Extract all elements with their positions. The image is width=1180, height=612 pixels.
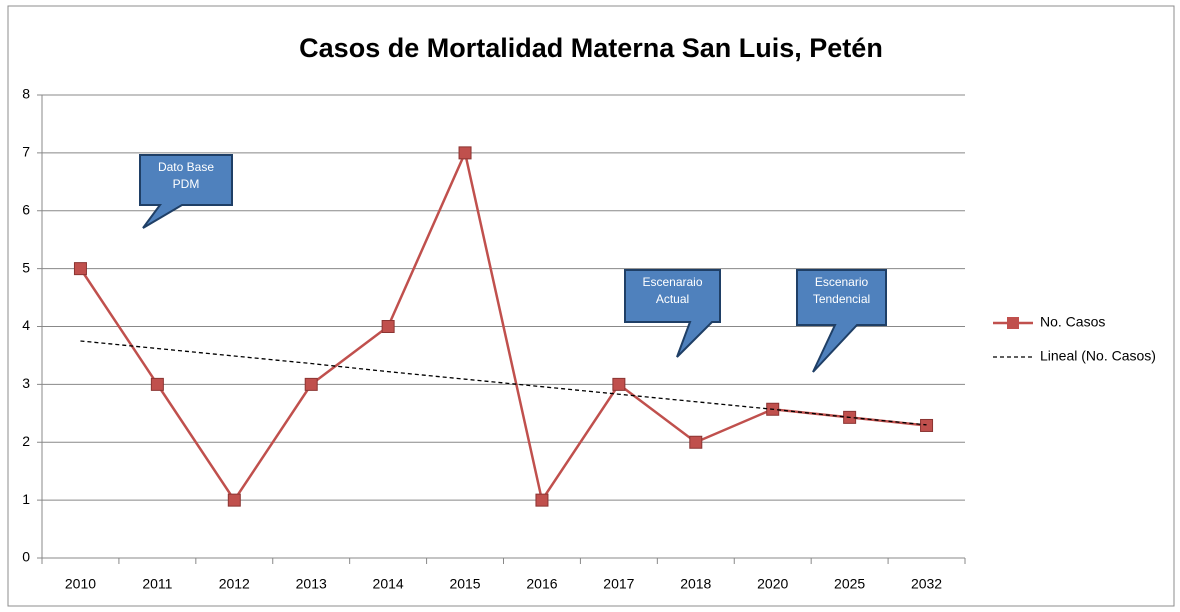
y-tick-label: 4 (22, 317, 30, 333)
callout-text: Tendencial (813, 292, 870, 306)
callout-box (796, 269, 887, 373)
callout-text: Escenaraio (642, 275, 702, 289)
callout-text: Dato Base (158, 160, 214, 174)
marker (381, 320, 395, 333)
legend-marker (1007, 317, 1019, 329)
x-tick-label: 2012 (219, 576, 250, 592)
marker (304, 377, 318, 391)
x-tick-label: 2025 (834, 576, 865, 592)
x-tick-label: 2032 (911, 576, 942, 592)
chart-title: Casos de Mortalidad Materna San Luis, Pe… (299, 33, 883, 63)
chart-frame (7, 5, 1175, 607)
x-tick-label: 2016 (526, 576, 557, 592)
marker (535, 493, 549, 507)
x-tick-label: 2015 (449, 576, 480, 592)
x-tick-label: 2018 (680, 576, 711, 592)
callout-box (624, 269, 721, 358)
x-tick-label: 2014 (373, 576, 404, 592)
y-tick-label: 8 (22, 86, 30, 102)
callout-text: Escenario (815, 275, 869, 289)
marker (458, 146, 472, 160)
marker (689, 435, 703, 449)
y-tick-label: 7 (22, 144, 30, 160)
y-tick-label: 2 (22, 433, 30, 449)
marker (73, 262, 87, 276)
y-tick-label: 5 (22, 259, 30, 275)
x-tick-label: 2011 (142, 576, 172, 592)
x-tick-label: 2017 (603, 576, 634, 592)
marker (150, 377, 164, 391)
legend-label: No. Casos (1040, 314, 1105, 330)
callout-box (139, 154, 233, 229)
y-tick-label: 1 (22, 491, 30, 507)
callout-text: Actual (656, 292, 689, 306)
marker (920, 418, 934, 432)
callout-text: PDM (173, 177, 200, 191)
y-tick-label: 0 (22, 549, 30, 565)
x-tick-label: 2020 (757, 576, 788, 592)
legend-label: Lineal (No. Casos) (1040, 348, 1156, 364)
x-tick-label: 2010 (65, 576, 96, 592)
marker (227, 493, 241, 507)
x-tick-label: 2013 (296, 576, 327, 592)
y-tick-label: 3 (22, 375, 30, 391)
marker (612, 377, 626, 391)
series-line (80, 340, 927, 426)
y-tick-label: 6 (22, 201, 30, 217)
